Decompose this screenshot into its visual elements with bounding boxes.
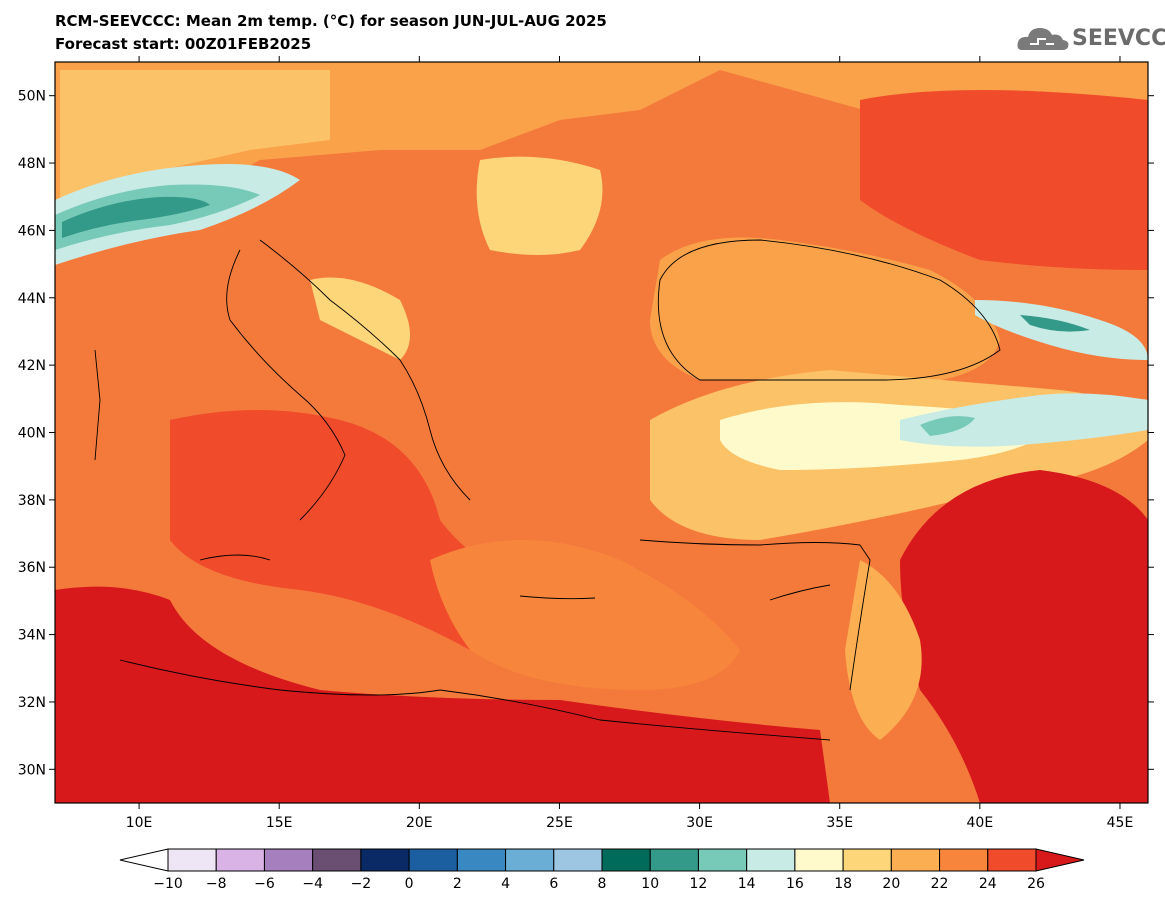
colorbar-tick-label: 6 xyxy=(549,876,558,892)
field-balkans-light xyxy=(310,277,410,360)
field-carpathians xyxy=(476,156,603,255)
logo-text: SEEVCCC xyxy=(1072,26,1165,51)
colorbar-swatch xyxy=(890,848,941,872)
lon-tick-label: 30E xyxy=(686,815,713,831)
sicily xyxy=(199,554,271,561)
colorbar-tick-label: 18 xyxy=(834,876,852,892)
colorbar-tick-label: 12 xyxy=(690,876,708,892)
colorbar-swatch xyxy=(505,848,555,872)
colorbar-tick-label: 2 xyxy=(453,876,462,892)
field-ukraine-hot xyxy=(860,90,1148,270)
colorbar-swatch xyxy=(215,848,265,872)
lat-tick-label: 48N xyxy=(18,156,46,172)
colorbar-tick-label: −10 xyxy=(153,876,183,892)
coastlines xyxy=(94,239,1001,741)
colorbar-tick-label: −4 xyxy=(302,876,323,892)
adriatic-coast xyxy=(259,239,471,501)
colorbar-tick-label: 16 xyxy=(786,876,804,892)
colorbar-swatch xyxy=(842,848,892,872)
colorbar-tick-label: 26 xyxy=(1027,876,1045,892)
colorbar-swatch xyxy=(263,848,314,872)
colorbar-swatch xyxy=(456,848,507,872)
latitude-axis: 50N 48N 46N 44N 42N 40N 38N 36N 34N 32N 30N xyxy=(18,89,1154,778)
lat-tick-label: 38N xyxy=(18,493,46,509)
lat-tick-label: 32N xyxy=(18,695,46,711)
colorbar-tick-label: 8 xyxy=(598,876,607,892)
colorbar-tick-label: 22 xyxy=(931,876,949,892)
lat-tick-label: 44N xyxy=(18,291,46,307)
colorbar-swatch xyxy=(987,848,1037,872)
colorbar-swatch xyxy=(794,848,844,872)
colorbar-swatch xyxy=(553,848,603,872)
colorbar-swatch xyxy=(167,848,217,872)
colorbar: −10 −8 −6 −4 −2 0 2 4 6 8 10 12 14 16 18 20 22 24 26 xyxy=(119,848,1085,892)
black-sea-coast xyxy=(657,239,1001,381)
field-caucasus-core xyxy=(1020,315,1090,332)
italy-coast xyxy=(226,249,346,521)
longitude-axis: 10E 15E 20E 25E 30E 35E 40E 45E xyxy=(126,56,1134,831)
sardinia xyxy=(94,349,101,461)
lat-tick-label: 50N xyxy=(18,89,46,105)
title-line-2: Forecast start: 00Z01FEB2025 xyxy=(55,35,312,53)
field-east-med xyxy=(430,540,740,690)
lat-tick-label: 46N xyxy=(18,223,46,239)
lon-tick-label: 15E xyxy=(266,815,293,831)
lon-tick-label: 45E xyxy=(1107,815,1134,831)
colorbar-swatch xyxy=(312,848,362,872)
lon-tick-label: 35E xyxy=(826,815,853,831)
lon-tick-label: 25E xyxy=(546,815,573,831)
colorbar-tick-label: −6 xyxy=(254,876,275,892)
colorbar-swatch xyxy=(360,848,410,872)
field-levant xyxy=(845,560,922,740)
field-black-sea xyxy=(650,237,1000,385)
field-med-warm xyxy=(170,410,520,650)
field-northwest xyxy=(60,70,330,200)
cyprus xyxy=(769,584,831,601)
colorbar-swatch xyxy=(408,848,458,872)
colorbar-over-triangle xyxy=(1035,848,1085,872)
anatolia-south-coast xyxy=(639,539,871,691)
field-alps-core xyxy=(62,196,210,238)
temperature-field xyxy=(55,62,1148,803)
lon-tick-label: 40E xyxy=(967,815,994,831)
title-line-1: RCM-SEEVCCC: Mean 2m temp. (°C) for seas… xyxy=(55,12,607,30)
colorbar-tick-label: 14 xyxy=(738,876,756,892)
crete xyxy=(519,595,596,600)
colorbar-tick-label: 20 xyxy=(882,876,900,892)
colorbar-tick-label: 4 xyxy=(501,876,510,892)
colorbar-tick-label: −2 xyxy=(351,876,372,892)
lat-tick-label: 34N xyxy=(18,628,46,644)
lat-tick-label: 30N xyxy=(18,762,46,778)
field-anatolia-cold xyxy=(920,416,975,436)
colorbar-under-triangle xyxy=(119,848,169,872)
seevccc-logo: SEEVCCC xyxy=(1016,22,1165,56)
colorbar-swatch xyxy=(746,848,796,872)
field-anatolia-cool xyxy=(900,393,1148,447)
colorbar-tick-label: 0 xyxy=(405,876,414,892)
lat-tick-label: 40N xyxy=(18,426,46,442)
field-africa-hot xyxy=(55,586,830,803)
lat-tick-label: 42N xyxy=(18,358,46,374)
colorbar-swatch xyxy=(649,848,699,872)
colorbar-swatch xyxy=(939,848,989,872)
colorbar-tick-label: −8 xyxy=(206,876,227,892)
field-syria-hot xyxy=(900,470,1148,803)
colorbar-tick-label: 10 xyxy=(641,876,659,892)
cloud-icon xyxy=(1017,28,1069,50)
colorbar-tick-label: 24 xyxy=(979,876,997,892)
africa-coast xyxy=(119,659,831,741)
colorbar-swatch xyxy=(697,848,748,872)
lon-tick-label: 10E xyxy=(126,815,153,831)
colorbar-swatch xyxy=(601,848,651,872)
lon-tick-label: 20E xyxy=(406,815,433,831)
lat-tick-label: 36N xyxy=(18,560,46,576)
